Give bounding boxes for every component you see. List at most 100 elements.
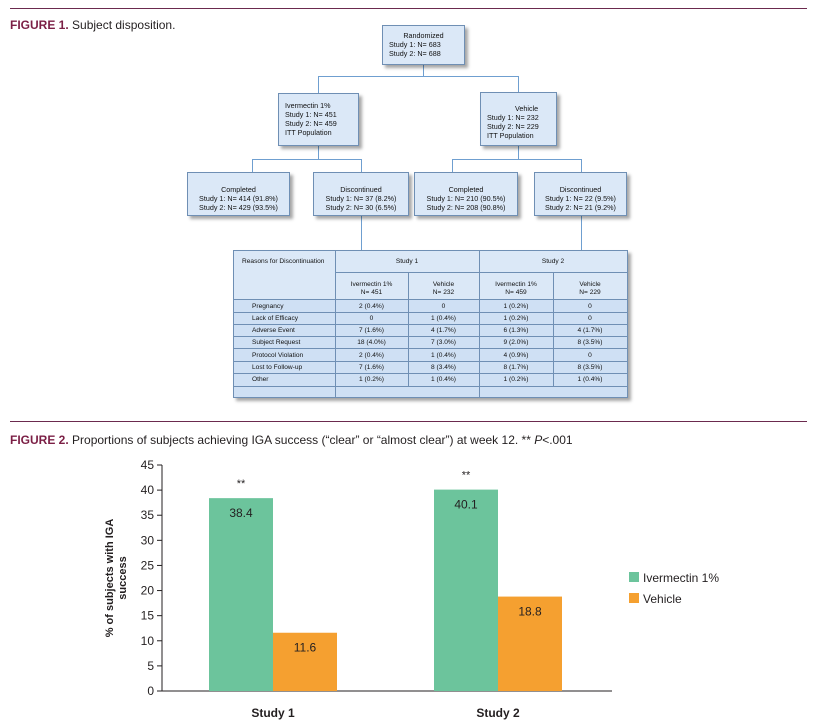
table-gridline xyxy=(408,272,409,386)
top-rule xyxy=(10,8,807,9)
veh-discontinued-box: Discontinued Study 1: N= 22 (9.5%) Study… xyxy=(534,172,627,216)
table-cell: 4 (0.9%) xyxy=(503,352,529,359)
connector xyxy=(581,159,582,172)
y-tick-label: 45 xyxy=(141,458,155,472)
y-tick-label: 5 xyxy=(147,659,154,673)
connector xyxy=(252,159,362,160)
iv-completed-box: Completed Study 1: N= 414 (91.8%) Study … xyxy=(187,172,290,216)
table-cell: 1 (0.4%) xyxy=(431,352,456,359)
figure2-label: FIGURE 2. xyxy=(10,433,69,447)
connector xyxy=(581,216,582,250)
y-tick-label: 25 xyxy=(141,558,155,572)
veh-discontinued-study1: Study 1: N= 22 (9.5%) xyxy=(545,194,616,203)
randomized-box: Randomized Study 1: N= 683 Study 2: N= 6… xyxy=(382,25,465,65)
figure1-caption: FIGURE 1. Subject disposition. xyxy=(10,18,175,32)
table-row-reason: Adverse Event xyxy=(252,327,295,334)
vehicle-study1: Study 1: N= 232 xyxy=(487,113,539,122)
y-tick-label: 40 xyxy=(141,483,155,497)
table-row-reason: Protocol Violation xyxy=(252,352,304,359)
table-gridline xyxy=(335,272,627,273)
table-cell: 0 xyxy=(441,303,446,310)
table-header-study1: Study 1 xyxy=(395,258,419,265)
connector xyxy=(318,146,319,159)
significance-marker: ** xyxy=(237,478,246,490)
y-tick-label: 10 xyxy=(141,634,155,648)
table-cell: 1 (0.4%) xyxy=(431,376,456,383)
randomized-study1: Study 1: N= 683 xyxy=(389,40,441,49)
y-tick-label: 0 xyxy=(147,684,154,698)
figure1-label: FIGURE 1. xyxy=(10,18,69,32)
table-gridline xyxy=(234,312,627,313)
connector xyxy=(518,76,519,92)
figure2-caption: FIGURE 2. Proportions of subjects achiev… xyxy=(10,433,573,447)
iv-discontinued-study2: Study 2: N= 30 (6.5%) xyxy=(325,203,397,212)
connector xyxy=(318,76,319,93)
table-col2-name: Vehicle xyxy=(432,281,455,288)
randomized-study2: Study 2: N= 688 xyxy=(389,49,441,58)
discontinuation-table: Reasons for Discontinuation Study 1 Stud… xyxy=(233,250,628,398)
table-cell: 2 (0.4%) xyxy=(359,352,384,359)
y-tick-label: 15 xyxy=(141,609,155,623)
vehicle-itt: ITT Population xyxy=(487,131,534,140)
table-cell: 8 (3.4%) xyxy=(431,364,456,371)
bar-value-label: 11.6 xyxy=(294,641,317,655)
table-gridline xyxy=(234,336,627,337)
table-header-study2: Study 2 xyxy=(541,258,565,265)
table-cell: 1 (0.2%) xyxy=(503,303,529,310)
table-col3-name: Ivermectin 1% xyxy=(495,281,537,288)
iga-success-chart: 0 5 10 15 20 25 30 35 40 45 % of subjects with IGA… xyxy=(104,458,719,720)
bar-vehicle xyxy=(498,596,562,691)
table-cell: 4 (1.7%) xyxy=(431,327,456,334)
figure2-caption-p: P xyxy=(534,433,543,447)
table-cell: 7 (3.0%) xyxy=(431,339,456,346)
legend-swatch xyxy=(629,593,639,603)
y-tick-label: 20 xyxy=(141,584,155,598)
table-cell: 18 (4.0%) xyxy=(357,339,386,346)
table-row-reason: Subject Request xyxy=(252,339,301,346)
table-header-bg xyxy=(234,251,627,299)
table-gridline xyxy=(335,251,336,397)
ivermectin-study1: Study 1: N= 451 xyxy=(285,110,337,119)
table-cell: 1 (0.4%) xyxy=(431,315,456,322)
bar-vehicle xyxy=(273,632,337,691)
table-col1-n: N= 451 xyxy=(360,289,383,296)
y-tick-label: 35 xyxy=(141,508,155,522)
bar-value-label: 18.8 xyxy=(518,605,542,619)
bar-ivermectin xyxy=(434,489,498,691)
table-gridline xyxy=(234,299,627,300)
table-row-reason: Lost to Follow-up xyxy=(252,364,303,371)
table-cell: 7 (1.6%) xyxy=(359,327,384,334)
table-col4-n: N= 229 xyxy=(579,289,601,296)
table-header-reasons: Reasons for Discontinuation xyxy=(242,258,325,265)
connector xyxy=(361,216,362,250)
table-cell: 6 (1.3%) xyxy=(503,327,529,334)
vehicle-study2: Study 2: N= 229 xyxy=(487,122,539,131)
table-col3-n: N= 459 xyxy=(505,289,527,296)
x-category-label: Study 1 xyxy=(251,706,295,720)
table-row-reason: Other xyxy=(252,376,269,383)
table-row-reason: Lack of Efficacy xyxy=(252,315,299,322)
table-cell: 8 (3.5%) xyxy=(577,364,603,371)
table-cell: 8 (3.5%) xyxy=(577,339,603,346)
table-cell: 4 (1.7%) xyxy=(577,327,603,334)
table-gridline xyxy=(234,361,627,362)
veh-completed-title: Completed xyxy=(448,185,484,194)
table-cell: 8 (1.7%) xyxy=(503,364,529,371)
y-axis-label: success xyxy=(117,556,129,599)
connector xyxy=(361,159,362,172)
legend-label: Ivermectin 1% xyxy=(643,571,719,585)
middle-rule xyxy=(10,421,807,422)
y-axis-label: % of subjects with IGA xyxy=(104,519,116,638)
ivermectin-itt: ITT Population xyxy=(285,128,332,137)
bar-ivermectin xyxy=(209,498,273,691)
table-row-reason: Pregnancy xyxy=(252,303,284,310)
veh-discontinued-study2: Study 2: N= 21 (9.2%) xyxy=(545,203,616,212)
table-col2-n: N= 232 xyxy=(432,289,455,296)
ivermectin-title: Ivermectin 1% xyxy=(285,101,331,110)
connector xyxy=(452,159,453,172)
table-cell: 1 (0.4%) xyxy=(577,376,603,383)
y-tick-label: 30 xyxy=(141,533,155,547)
ivermectin-box: Ivermectin 1% Study 1: N= 451 Study 2: N… xyxy=(278,93,359,146)
table-cell: 9 (2.0%) xyxy=(503,339,529,346)
table-gridline xyxy=(234,348,627,349)
